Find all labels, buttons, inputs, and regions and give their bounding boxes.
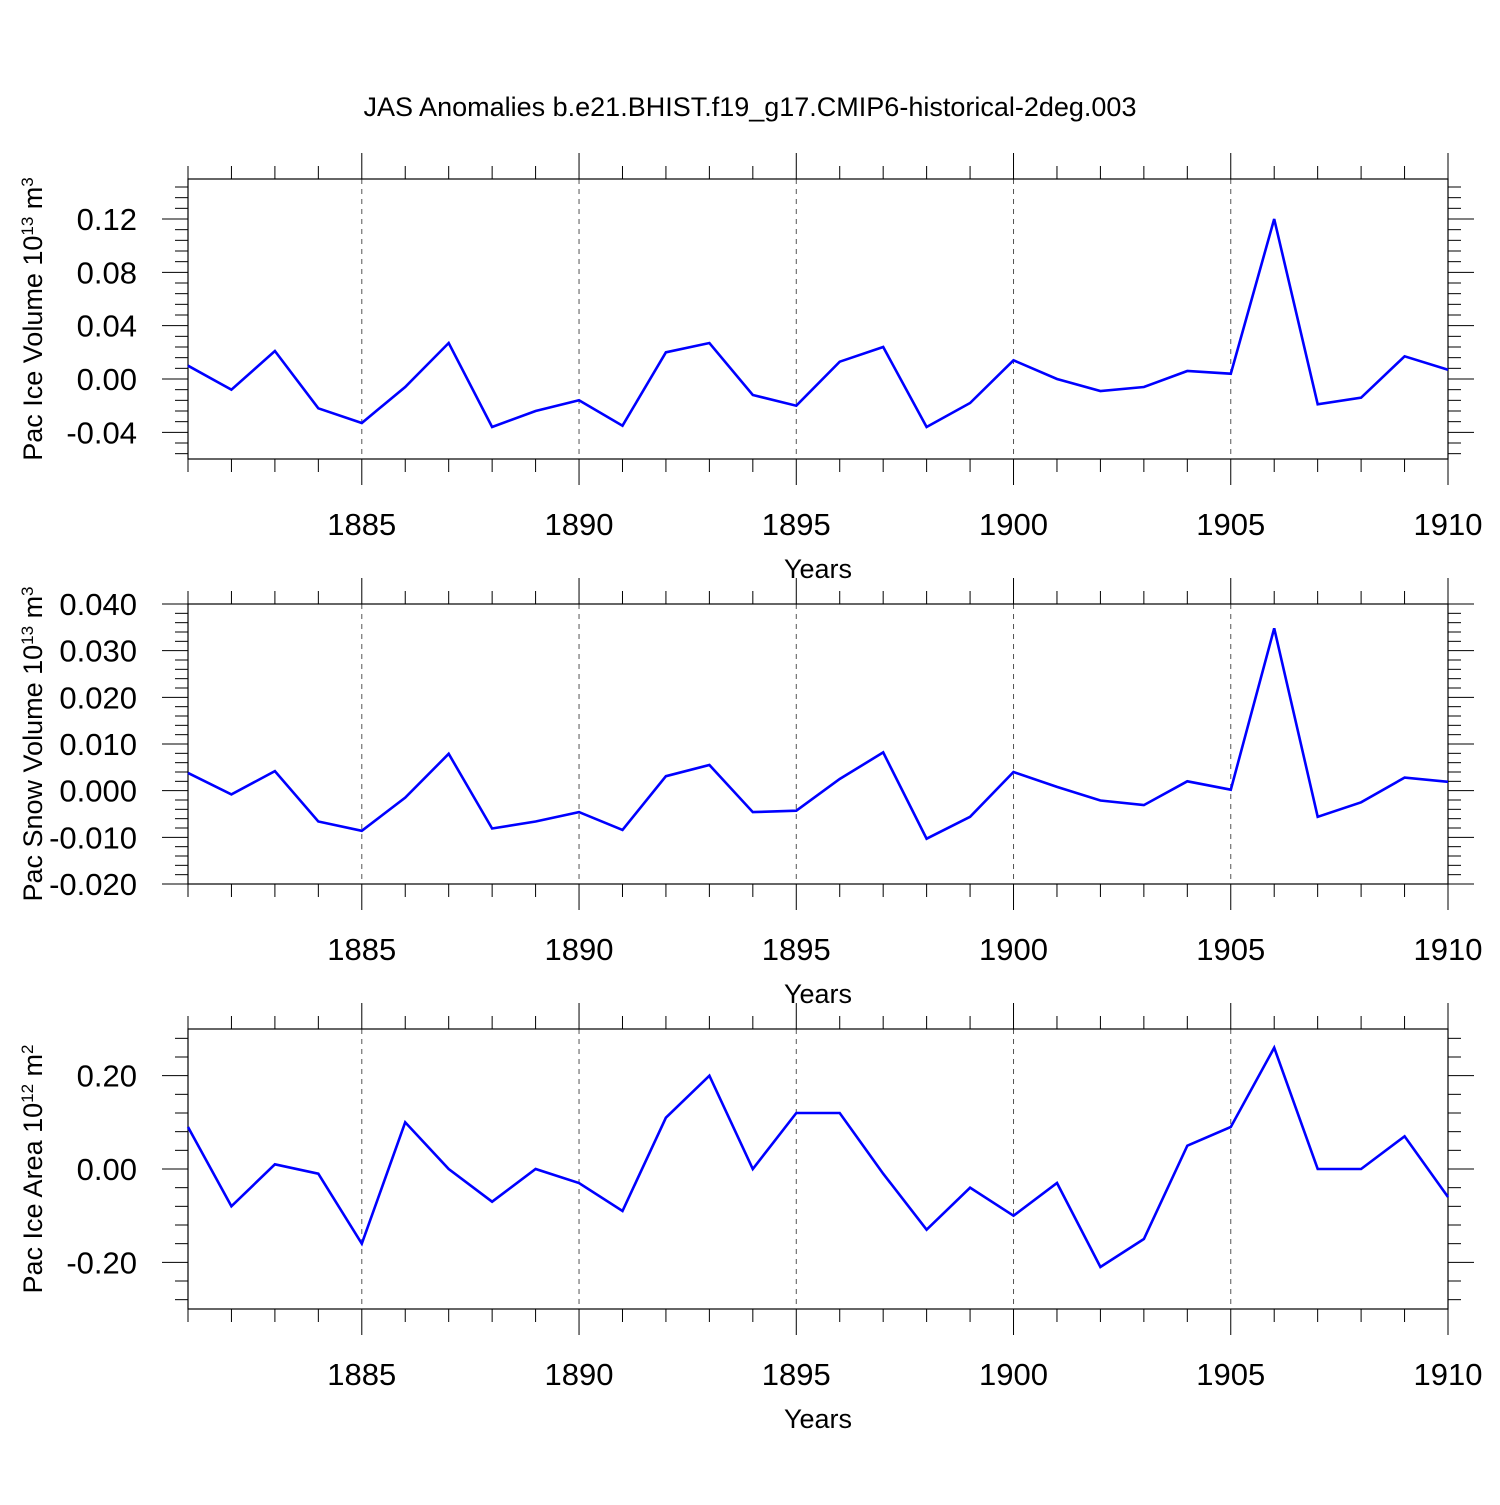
panel-3: 0.20 0.00 -0.20 1885 1890 1895 1900 1905 1910 Yea… [18, 1003, 1483, 1434]
y-axis-title: Pac Ice Area 1012 m2 [18, 1044, 49, 1293]
x-tick-label: 1900 [979, 507, 1048, 542]
y-tick-label: -0.04 [66, 415, 137, 450]
x-tick-label: 1905 [1196, 932, 1265, 967]
series-line [186, 1044, 1450, 1269]
y-axis-title-superscript: 13 [18, 217, 37, 236]
y-axis-title-superscript: 12 [18, 1084, 37, 1103]
y-tick-label: -0.010 [49, 820, 137, 855]
plot-frame [187, 178, 1449, 460]
y-axis-title: Pac Snow Volume 1013 m3 [18, 586, 49, 901]
y-axis-title-part: m [18, 596, 48, 626]
panel-1: 0.12 0.08 0.04 0.00 -0.04 1885 1890 1895 1900 190… [18, 153, 1483, 584]
panels: 0.12 0.08 0.04 0.00 -0.04 1885 1890 1895 1900 190… [18, 153, 1483, 1434]
y-axis-title-superscript: 3 [18, 586, 37, 595]
plot-frame [187, 603, 1449, 885]
x-tick-label: 1895 [762, 932, 831, 967]
y-tick-label: 0.040 [59, 587, 137, 622]
y-tick-label: 0.04 [77, 309, 137, 344]
y-axis-title-part: Pac Ice Volume 10 [18, 236, 48, 461]
x-axis-title: Years [784, 979, 852, 1009]
y-tick-label: -0.020 [49, 867, 137, 902]
x-tick-label: 1900 [979, 1357, 1048, 1392]
x-tick-label: 1885 [327, 1357, 396, 1392]
x-tick-label: 1910 [1414, 932, 1483, 967]
x-tick-label: 1895 [762, 1357, 831, 1392]
y-tick-label: 0.030 [59, 634, 137, 669]
x-tick-label: 1885 [327, 507, 396, 542]
y-tick-label: 0.20 [77, 1059, 137, 1094]
x-tick-label: 1890 [545, 1357, 614, 1392]
y-tick-label: 0.00 [77, 362, 137, 397]
x-tick-label: 1890 [545, 507, 614, 542]
y-tick-label: 0.00 [77, 1152, 137, 1187]
x-tick-label: 1905 [1196, 1357, 1265, 1392]
y-axis-title: Pac Ice Volume 1013 m3 [18, 177, 49, 461]
y-tick-label: 0.12 [77, 202, 137, 237]
x-tick-label: 1910 [1414, 507, 1483, 542]
y-tick-label: 0.000 [59, 774, 137, 809]
y-axis-title-superscript: 13 [18, 626, 37, 645]
x-tick-label: 1905 [1196, 507, 1265, 542]
y-axis-title-part: Pac Snow Volume 10 [18, 645, 48, 902]
y-axis-title-part: m [18, 187, 48, 217]
plot-frame [187, 1028, 1449, 1310]
y-tick-label: 0.08 [77, 255, 137, 290]
y-tick-label: 0.010 [59, 727, 137, 762]
x-tick-label: 1895 [762, 507, 831, 542]
chart-title: JAS Anomalies b.e21.BHIST.f19_g17.CMIP6-… [364, 92, 1137, 122]
x-axis-title: Years [784, 1404, 852, 1434]
x-tick-label: 1910 [1414, 1357, 1483, 1392]
y-tick-label: -0.20 [66, 1245, 137, 1280]
y-axis-title-part: Pac Ice Area 10 [18, 1103, 48, 1294]
y-tick-label: 0.020 [59, 680, 137, 715]
x-tick-label: 1890 [545, 932, 614, 967]
y-axis-title-superscript: 2 [18, 1044, 37, 1053]
series-line [187, 627, 1449, 841]
series-line [187, 218, 1449, 429]
y-axis-title-part: m [18, 1054, 48, 1084]
x-axis-title: Years [784, 554, 852, 584]
x-tick-label: 1885 [327, 932, 396, 967]
x-tick-label: 1900 [979, 932, 1048, 967]
y-axis-title-superscript: 3 [18, 177, 37, 186]
panel-2: 0.040 0.030 0.020 0.010 0.000 -0.010 -0.020 188… [18, 578, 1483, 1009]
